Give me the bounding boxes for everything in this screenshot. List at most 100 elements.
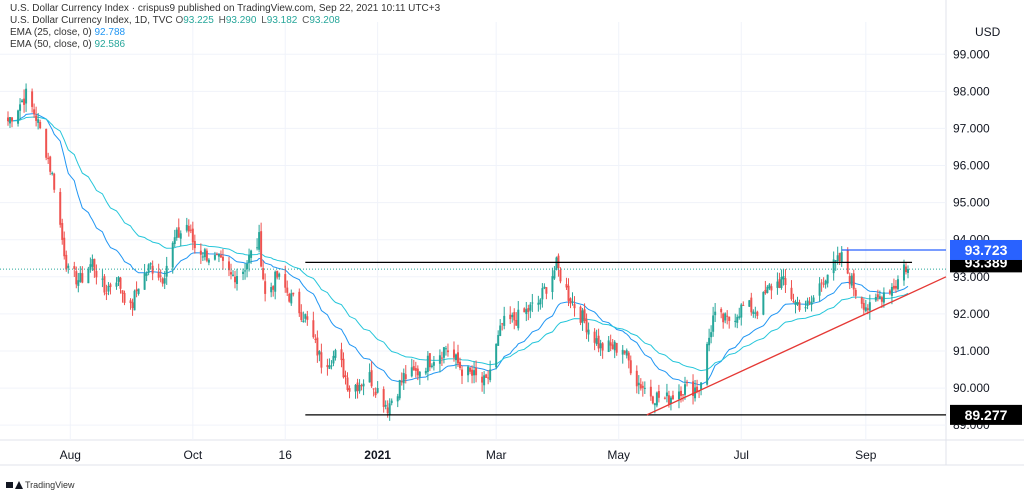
candle-body: [595, 338, 598, 345]
candle-body: [776, 281, 779, 288]
candle-body: [65, 254, 68, 270]
candle-body: [483, 375, 486, 386]
candle-body: [515, 319, 518, 326]
ema50-value: 92.586: [94, 39, 126, 50]
candle-body: [438, 355, 441, 364]
low-label: L: [261, 15, 267, 26]
candle-body: [559, 269, 562, 282]
y-tick-label: 92.000: [953, 307, 990, 321]
candle-body: [545, 287, 548, 294]
candle-body: [424, 371, 427, 374]
candle-body: [390, 400, 393, 404]
candle-body: [728, 316, 731, 321]
candle-body: [368, 372, 371, 383]
candle-body: [541, 288, 544, 300]
level-price-label: 89.277: [965, 407, 1008, 423]
candle-body: [73, 266, 76, 269]
candle-body: [734, 320, 737, 322]
candle-body: [262, 268, 265, 280]
x-tick-label: Mar: [486, 448, 507, 462]
candle-body: [89, 264, 92, 270]
candle-body: [511, 314, 514, 318]
candle-body: [609, 342, 612, 346]
candle-body: [107, 285, 110, 292]
candle-body: [625, 350, 628, 356]
candle-body: [163, 278, 166, 284]
level-price-tag: [950, 239, 1022, 260]
candle-body: [621, 349, 624, 355]
currency-label: USD: [975, 25, 1001, 39]
candle-body: [123, 292, 126, 303]
candle-body: [340, 349, 343, 361]
candle-body: [459, 361, 462, 369]
candle-body: [539, 299, 542, 305]
candle-body: [569, 298, 572, 304]
ema25-legend[interactable]: EMA (25, close, 0) 92.788: [10, 27, 440, 39]
x-tick-label: Jul: [734, 448, 749, 462]
candle-body: [189, 229, 192, 231]
candle-body: [497, 335, 500, 346]
candle-body: [880, 297, 883, 302]
candle-body: [171, 242, 174, 268]
candle-body: [292, 292, 295, 295]
candle-body: [402, 372, 405, 384]
candle-body: [750, 297, 753, 313]
candle-body: [904, 266, 907, 273]
candle-body: [742, 304, 745, 306]
candle-body: [103, 276, 106, 293]
candle-body: [328, 365, 331, 369]
candle-body: [812, 297, 815, 303]
candle-body: [396, 396, 399, 402]
candle-body: [143, 273, 146, 290]
close-value: 93.208: [309, 15, 340, 26]
candle-body: [39, 121, 42, 129]
candle-body: [627, 352, 630, 361]
candle-body: [611, 344, 614, 350]
candle-body: [334, 350, 337, 358]
candle-body: [115, 282, 118, 287]
y-tick-label: 91.000: [953, 344, 990, 358]
candle-body: [358, 384, 361, 392]
candle-body: [51, 172, 54, 175]
candle-body: [201, 256, 204, 258]
candle-body: [720, 309, 723, 313]
candle-body: [442, 347, 445, 358]
candle-body: [748, 300, 751, 307]
symbol-line: U.S. Dollar Currency Index, 1D, TVC: [10, 15, 173, 26]
candle-body: [635, 370, 638, 387]
candle-body: [485, 374, 488, 378]
candle-body: [185, 224, 188, 231]
candle-body: [501, 323, 504, 325]
candle-body: [864, 307, 867, 312]
candle-body: [161, 278, 164, 284]
candle-body: [868, 302, 871, 311]
candle-body: [601, 343, 604, 351]
candle-body: [177, 227, 180, 238]
ema50-legend[interactable]: EMA (50, close, 0) 92.586: [10, 39, 440, 51]
candle-body: [250, 250, 253, 258]
candle-body: [722, 313, 725, 323]
candle-body: [784, 278, 787, 286]
candle-body: [623, 351, 626, 354]
candle-body: [804, 307, 807, 309]
close-label: C: [302, 15, 310, 26]
candle-body: [386, 407, 389, 414]
candle-body: [77, 280, 80, 286]
candle-body: [135, 289, 138, 292]
candle-body: [615, 342, 618, 353]
candle-body: [215, 253, 218, 255]
candle-body: [362, 383, 365, 387]
candle-body: [768, 284, 771, 289]
candle-body: [637, 382, 640, 386]
candle-body: [641, 385, 644, 388]
candle-body: [454, 354, 457, 361]
candle-body: [495, 343, 498, 368]
candle-body: [551, 276, 554, 293]
candle-body: [109, 284, 112, 288]
x-tick-label: Sep: [855, 448, 877, 462]
candle-body: [7, 117, 9, 122]
tradingview-footer[interactable]: TradingView: [6, 480, 75, 490]
candle-body: [487, 377, 490, 379]
candle-body: [137, 288, 140, 294]
